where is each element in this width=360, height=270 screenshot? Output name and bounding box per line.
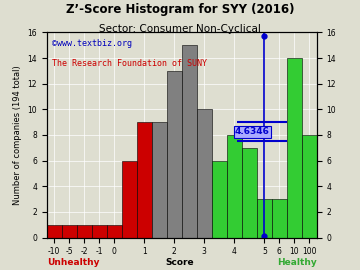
Bar: [137, 122, 152, 238]
Text: Z’-Score Histogram for SYY (2016): Z’-Score Histogram for SYY (2016): [66, 3, 294, 16]
Bar: [107, 225, 122, 238]
Text: 4.6346: 4.6346: [235, 127, 270, 136]
Bar: [47, 225, 62, 238]
Y-axis label: Number of companies (194 total): Number of companies (194 total): [13, 65, 22, 205]
Bar: [227, 135, 242, 238]
Bar: [182, 45, 197, 238]
Bar: [77, 225, 92, 238]
Bar: [257, 199, 272, 238]
Text: Sector: Consumer Non-Cyclical: Sector: Consumer Non-Cyclical: [99, 24, 261, 34]
Bar: [302, 135, 317, 238]
Bar: [272, 199, 287, 238]
Text: Unhealthy: Unhealthy: [47, 258, 99, 267]
Bar: [287, 58, 302, 238]
Bar: [152, 122, 167, 238]
Bar: [242, 148, 257, 238]
Bar: [122, 161, 137, 238]
Bar: [212, 161, 227, 238]
Text: The Research Foundation of SUNY: The Research Foundation of SUNY: [52, 59, 207, 68]
Bar: [62, 225, 77, 238]
Text: Score: Score: [166, 258, 194, 267]
Text: ©www.textbiz.org: ©www.textbiz.org: [52, 39, 132, 48]
Bar: [197, 109, 212, 238]
Text: Healthy: Healthy: [277, 258, 317, 267]
Bar: [92, 225, 107, 238]
Bar: [167, 71, 182, 238]
